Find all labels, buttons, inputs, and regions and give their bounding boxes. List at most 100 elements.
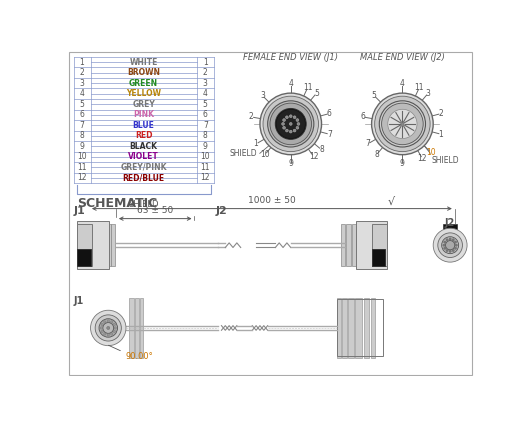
Text: PINK: PINK: [133, 110, 154, 119]
Text: 10: 10: [200, 152, 210, 162]
Text: 11: 11: [303, 83, 313, 92]
Text: J1: J1: [74, 297, 84, 306]
Circle shape: [90, 310, 126, 346]
Circle shape: [449, 250, 451, 253]
FancyBboxPatch shape: [371, 224, 387, 266]
Text: 3: 3: [203, 79, 208, 88]
Circle shape: [442, 237, 459, 254]
Circle shape: [454, 247, 457, 250]
Text: 6: 6: [361, 113, 366, 121]
Text: 8: 8: [319, 145, 324, 154]
Circle shape: [104, 321, 106, 323]
Text: 3: 3: [426, 89, 431, 98]
Circle shape: [297, 123, 300, 125]
Circle shape: [296, 126, 299, 129]
Text: SHIELD: SHIELD: [230, 149, 258, 158]
Text: 12: 12: [77, 173, 87, 182]
Text: 1: 1: [80, 58, 85, 67]
Text: VIOLET: VIOLET: [129, 152, 159, 162]
Text: 4: 4: [203, 89, 208, 98]
Circle shape: [114, 327, 116, 329]
Text: 12: 12: [418, 154, 427, 163]
Text: 12: 12: [200, 173, 210, 182]
Text: 7: 7: [327, 130, 332, 139]
FancyBboxPatch shape: [371, 250, 386, 266]
FancyBboxPatch shape: [364, 298, 369, 358]
Circle shape: [286, 116, 288, 118]
FancyBboxPatch shape: [111, 224, 115, 266]
Text: SHIELD: SHIELD: [129, 200, 159, 209]
Circle shape: [282, 126, 286, 129]
FancyBboxPatch shape: [371, 298, 375, 358]
Text: 5: 5: [80, 100, 85, 109]
Text: 12: 12: [309, 152, 318, 161]
FancyBboxPatch shape: [106, 224, 111, 266]
FancyBboxPatch shape: [129, 298, 134, 358]
Text: BLUE: BLUE: [133, 121, 154, 130]
Circle shape: [293, 129, 296, 132]
FancyBboxPatch shape: [342, 298, 347, 358]
Text: 9: 9: [203, 142, 208, 151]
Text: 6: 6: [80, 110, 85, 119]
Text: MALE END VIEW (J2): MALE END VIEW (J2): [360, 53, 445, 62]
Circle shape: [449, 238, 451, 240]
Circle shape: [107, 327, 110, 330]
Circle shape: [263, 96, 318, 151]
Text: 4: 4: [288, 80, 293, 88]
Text: 11: 11: [77, 163, 87, 172]
Circle shape: [107, 334, 110, 336]
Text: J2: J2: [215, 206, 227, 216]
Text: 10: 10: [426, 148, 435, 157]
FancyBboxPatch shape: [140, 298, 143, 358]
Circle shape: [281, 123, 285, 125]
Text: 5: 5: [203, 100, 208, 109]
Circle shape: [276, 109, 305, 139]
Text: 6: 6: [203, 110, 208, 119]
FancyBboxPatch shape: [77, 221, 109, 269]
Text: J1: J1: [74, 206, 85, 216]
FancyBboxPatch shape: [77, 224, 92, 266]
Circle shape: [401, 122, 404, 126]
Circle shape: [379, 101, 425, 147]
Text: 2: 2: [439, 109, 443, 118]
Text: GREEN: GREEN: [129, 79, 158, 88]
Text: 7: 7: [80, 121, 85, 130]
FancyBboxPatch shape: [77, 250, 90, 266]
Circle shape: [444, 247, 446, 250]
FancyBboxPatch shape: [341, 224, 345, 266]
Circle shape: [111, 333, 113, 335]
Circle shape: [276, 109, 306, 139]
Text: 11: 11: [415, 83, 424, 92]
Text: 7: 7: [366, 140, 370, 148]
Text: 3: 3: [80, 79, 85, 88]
Text: 3: 3: [260, 91, 265, 100]
Text: GREY: GREY: [132, 100, 155, 109]
Text: RED/BLUE: RED/BLUE: [123, 173, 165, 182]
Circle shape: [270, 103, 312, 145]
Circle shape: [452, 239, 454, 241]
FancyBboxPatch shape: [443, 224, 457, 233]
Text: 4: 4: [80, 89, 85, 98]
FancyBboxPatch shape: [135, 298, 139, 358]
Circle shape: [111, 321, 113, 323]
Text: 4: 4: [400, 80, 405, 88]
Circle shape: [433, 228, 467, 262]
Circle shape: [268, 101, 314, 147]
Circle shape: [107, 320, 110, 322]
Circle shape: [375, 96, 430, 151]
Text: SHIELD: SHIELD: [432, 156, 459, 165]
Circle shape: [100, 327, 103, 329]
Text: YELLOW: YELLOW: [126, 89, 161, 98]
Circle shape: [446, 250, 448, 252]
Text: GREY/PINK: GREY/PINK: [121, 163, 167, 172]
Text: J2: J2: [445, 218, 455, 228]
Text: 9: 9: [288, 159, 293, 168]
Text: 9: 9: [80, 142, 85, 151]
Text: 63 ± 50: 63 ± 50: [137, 206, 174, 215]
Circle shape: [282, 119, 286, 121]
FancyBboxPatch shape: [98, 224, 104, 266]
Text: 6: 6: [327, 109, 332, 118]
Text: 90.00°: 90.00°: [125, 352, 153, 361]
FancyBboxPatch shape: [352, 224, 359, 266]
Text: √: √: [387, 196, 395, 206]
